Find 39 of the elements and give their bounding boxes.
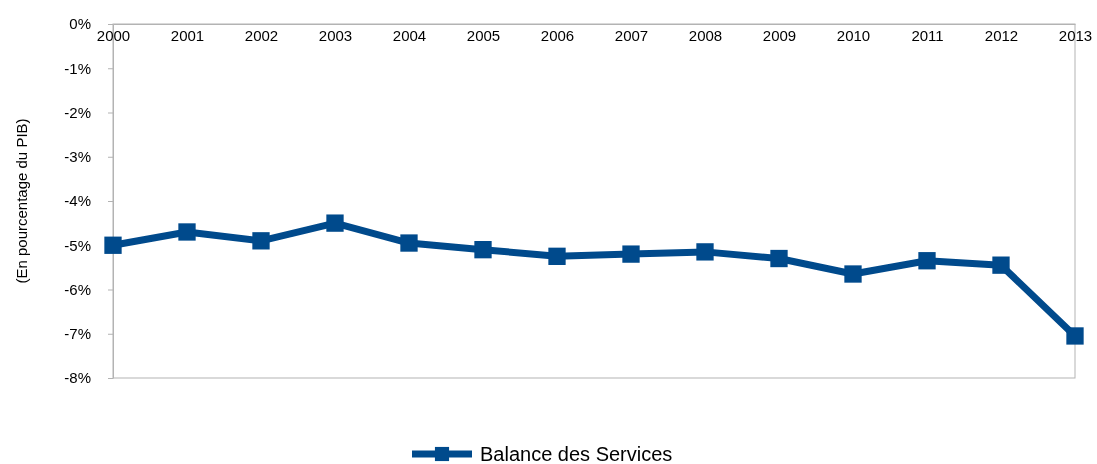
point	[1066, 327, 1084, 345]
point	[548, 247, 566, 265]
x-tick-label: 2012	[984, 26, 1019, 44]
point	[252, 232, 270, 250]
x-tick-label: 2007	[614, 26, 649, 44]
x-tick-label: 2001	[170, 26, 205, 44]
x-tick-label: 2013	[1058, 26, 1093, 44]
x-tick-label: 2009	[762, 26, 797, 44]
x-tick-label: 2003	[318, 26, 353, 44]
y-tick-label: 0%	[69, 15, 91, 33]
y-tick-label: -2%	[64, 103, 91, 121]
point	[696, 243, 714, 261]
point	[474, 241, 492, 259]
x-tick-label: 2010	[836, 26, 871, 44]
point	[992, 256, 1010, 274]
x-tick-label: 2000	[96, 26, 131, 44]
point	[326, 214, 344, 232]
y-tick-label: -6%	[64, 280, 91, 298]
point	[104, 236, 122, 254]
y-tick-label: -4%	[64, 192, 91, 210]
x-tick-label: 2002	[244, 26, 279, 44]
y-tick-label: -5%	[64, 236, 91, 254]
y-axis-title: (En pourcentage du PIB)	[13, 118, 30, 284]
point	[178, 223, 196, 241]
point	[844, 265, 862, 283]
x-tick-label: 2011	[911, 26, 944, 44]
y-tick-label: -3%	[64, 148, 91, 166]
x-tick-label: 2008	[688, 26, 723, 44]
y-tick-label: -8%	[64, 369, 91, 387]
x-tick-label: 2006	[540, 26, 575, 44]
point	[622, 245, 640, 263]
legend-label: Balance des Services	[480, 443, 673, 464]
point	[400, 234, 418, 252]
x-tick-label: 2004	[392, 26, 427, 44]
point	[770, 249, 788, 268]
x-tick-label: 2005	[466, 26, 501, 44]
y-tick-label: -7%	[64, 325, 91, 343]
point	[918, 252, 936, 270]
y-tick-label: -1%	[64, 59, 91, 77]
